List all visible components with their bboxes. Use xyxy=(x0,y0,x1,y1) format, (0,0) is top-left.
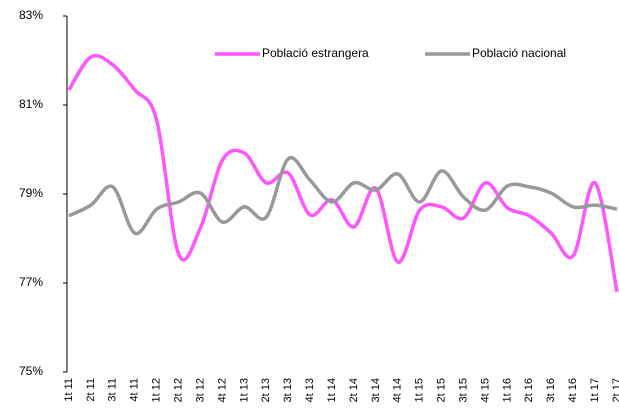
x-tick-label: 1t 17 xyxy=(589,378,601,402)
x-tick-label: 2t 15 xyxy=(436,378,448,402)
y-tick-label: 81% xyxy=(19,97,43,111)
legend-label: Població estrangera xyxy=(262,46,369,60)
x-tick-label: 4t 16 xyxy=(567,378,579,402)
x-tick-label: 3t 11 xyxy=(107,378,119,402)
x-tick-label: 2t 17 xyxy=(611,378,619,402)
x-tick-label: 2t 13 xyxy=(260,378,272,402)
x-tick-label: 4t 15 xyxy=(479,378,491,402)
x-tick-label: 1t 14 xyxy=(326,378,338,402)
x-tick-label: 1t 12 xyxy=(151,378,163,402)
series-line xyxy=(67,53,619,293)
x-tick-label: 1t 11 xyxy=(63,378,75,402)
y-tick-label: 83% xyxy=(19,8,43,22)
x-tick-label: 1t 13 xyxy=(238,378,250,402)
x-tick-label: 2t 11 xyxy=(85,378,97,402)
y-tick-label: 79% xyxy=(19,186,43,200)
x-tick-label: 4t 11 xyxy=(129,378,141,402)
series-line xyxy=(68,155,618,236)
x-tick-label: 4t 12 xyxy=(216,378,228,402)
y-tick-label: 77% xyxy=(19,275,43,289)
x-tick-label: 2t 14 xyxy=(348,378,360,402)
x-tick-label: 3t 13 xyxy=(282,378,294,402)
x-tick-label: 1t 15 xyxy=(414,378,426,402)
y-tick-label: 75% xyxy=(19,364,43,378)
x-tick-label: 2t 12 xyxy=(173,378,185,402)
x-tick-label: 2t 16 xyxy=(523,378,535,402)
x-tick-label: 3t 15 xyxy=(457,378,469,402)
x-tick-label: 3t 16 xyxy=(545,378,557,402)
x-tick-label: 4t 13 xyxy=(304,378,316,402)
x-tick-label: 3t 14 xyxy=(370,378,382,402)
legend-label: Població nacional xyxy=(472,46,566,60)
x-tick-label: 1t 16 xyxy=(501,378,513,402)
x-tick-label: 4t 14 xyxy=(392,378,404,402)
x-tick-label: 3t 12 xyxy=(194,378,206,402)
